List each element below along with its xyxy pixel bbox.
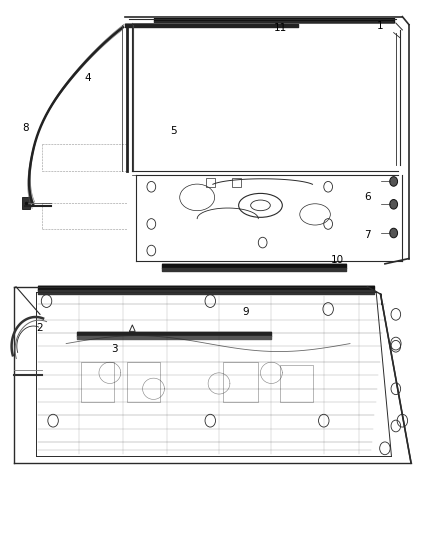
Circle shape [390, 199, 398, 209]
Text: 10: 10 [330, 255, 343, 265]
Text: 5: 5 [170, 126, 177, 136]
Text: 9: 9 [242, 306, 248, 317]
Text: 8: 8 [23, 123, 29, 133]
Circle shape [390, 228, 398, 238]
Bar [280, 365, 313, 402]
Text: 3: 3 [111, 344, 117, 354]
Bar [223, 362, 258, 402]
Bar [21, 197, 29, 209]
Bar [232, 178, 241, 187]
Text: 4: 4 [85, 73, 92, 83]
Bar [81, 362, 114, 402]
Text: 7: 7 [364, 230, 371, 240]
Text: 1: 1 [377, 21, 384, 31]
Text: 6: 6 [364, 192, 371, 203]
Circle shape [390, 176, 398, 186]
Text: 2: 2 [37, 322, 43, 333]
Bar [127, 362, 160, 402]
Text: 11: 11 [273, 23, 287, 34]
Bar [206, 178, 215, 187]
